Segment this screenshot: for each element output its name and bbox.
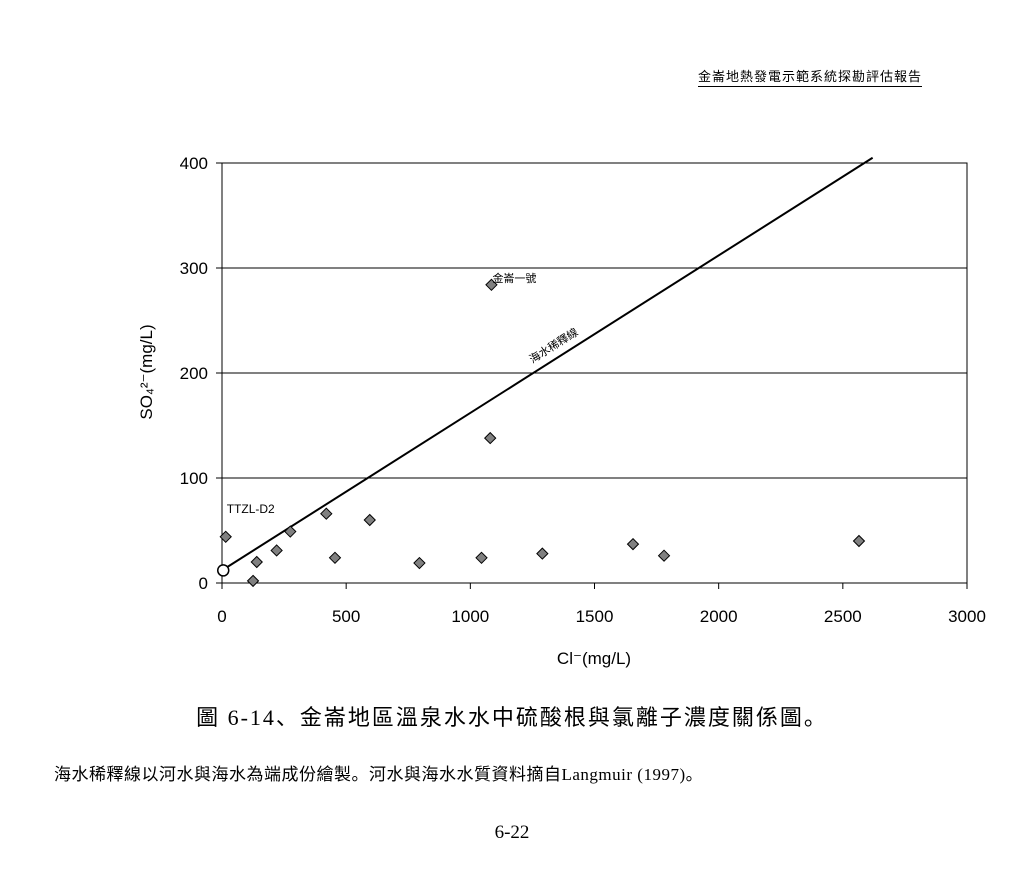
data-point-0-2 [250,555,263,569]
data-point-0-7 [363,513,376,527]
figure-note: 海水稀釋線以河水與海水為端成份繪製。河水與海水水質資料摘自Langmuir (1… [54,765,704,784]
y-axis-label: SO₄²⁻(mg/L) [137,324,156,419]
y-tick-label-300: 300 [180,259,208,278]
page-number: 6-22 [494,822,530,843]
data-point-0-15 [852,534,866,548]
x-tick-label-1000: 1000 [451,607,489,626]
x-tick-label-1500: 1500 [576,607,614,626]
x-tick-label-2500: 2500 [824,607,862,626]
report-header: 金崙地熱發電示範系統探勘評估報告 [697,66,922,87]
y-tick-label-0: 0 [199,574,208,593]
data-point-0-5 [320,507,333,520]
seawater-dilution-line [221,156,874,572]
data-point-0-3 [270,544,283,557]
end-member-point-0 [216,564,230,577]
y-tick-label-400: 400 [180,154,208,173]
data-points [216,278,866,588]
data-point-0-6 [328,551,342,565]
chart-gridlines [222,267,967,479]
y-tick-label-100: 100 [180,469,208,488]
data-point-0-13 [626,537,640,551]
y-tick-label-200: 200 [180,364,208,383]
x-tick-label-0: 0 [217,607,226,626]
data-point-0-1 [246,574,260,588]
x-axis-label: Cl⁻(mg/L) [557,649,631,668]
data-point-0-0 [219,530,232,544]
data-point-0-8 [413,556,426,570]
data-point-0-10 [483,431,497,445]
annotation-jinlun-1: 金崙一號 [492,271,536,285]
data-point-0-14 [657,549,671,562]
y-axis-ticks: 0 100 200 300 400 [180,154,222,593]
annotation-ttzl-d2: TTZL-D2 [227,502,275,516]
data-point-0-12 [536,547,549,560]
x-tick-label-3000: 3000 [948,607,986,626]
data-point-0-11 [485,278,498,292]
figure-caption: 圖 6-14、金崙地區溫泉水水中硫酸根與氯離子濃度關係圖。 [196,705,828,730]
x-axis-ticks: 0 500 1000 1500 2000 2500 3000 [217,583,986,626]
x-tick-label-500: 500 [332,607,360,626]
x-tick-label-2000: 2000 [700,607,738,626]
data-point-0-4 [284,525,297,538]
data-point-0-9 [475,551,488,565]
